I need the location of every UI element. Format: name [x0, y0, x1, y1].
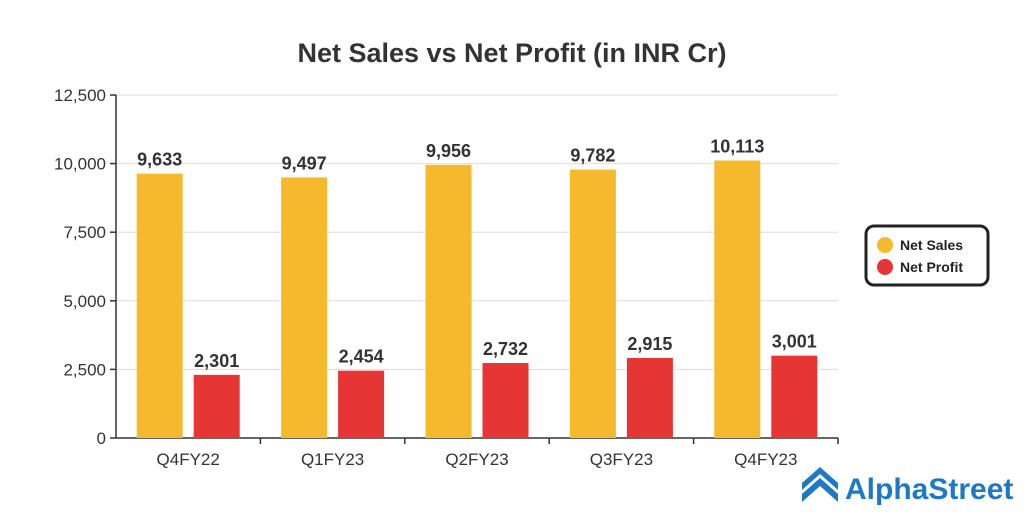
bar-net-profit — [771, 355, 818, 438]
y-tick-label: 7,500 — [63, 223, 106, 242]
bar-net-profit — [193, 374, 240, 438]
data-label-net-profit: 2,454 — [339, 347, 384, 367]
brand-name: AlphaStreet — [845, 473, 1013, 506]
legend-label-net-profit: Net Profit — [900, 259, 963, 275]
x-category-label: Q1FY23 — [301, 450, 364, 469]
legend: Net Sales Net Profit — [864, 224, 990, 287]
data-label-net-profit: 3,001 — [772, 332, 817, 352]
y-tick-label: 10,000 — [54, 155, 106, 174]
y-tick-label: 0 — [97, 429, 106, 448]
alphastreet-logo-icon — [802, 467, 838, 502]
data-label-net-profit: 2,915 — [627, 334, 672, 354]
x-category-label: Q4FY23 — [734, 450, 797, 469]
data-label-net-sales: 10,113 — [710, 136, 764, 156]
bar-net-sales — [425, 164, 472, 438]
bar-net-profit — [482, 363, 529, 438]
data-labels: 9,633 2,301 9,497 2,454 9,956 2,732 9,782 2,915… — [137, 136, 817, 370]
data-label-net-sales: 9,782 — [570, 146, 615, 166]
data-label-net-profit: 2,301 — [194, 351, 239, 371]
legend-swatch-net-profit — [877, 259, 893, 275]
legend-swatch-net-sales — [877, 237, 893, 253]
bar-net-sales — [569, 169, 616, 439]
y-tick-label: 12,500 — [54, 86, 106, 105]
legend-label-net-sales: Net Sales — [900, 237, 963, 253]
data-label-net-sales: 9,633 — [137, 150, 182, 170]
bar-net-sales — [714, 160, 761, 439]
legend-box — [864, 224, 990, 287]
x-category-label: Q2FY23 — [445, 450, 508, 469]
bar-net-profit — [338, 370, 385, 438]
bars — [136, 160, 818, 439]
y-tick-label: 5,000 — [63, 292, 106, 311]
data-label-net-profit: 2,732 — [483, 339, 528, 359]
y-tick-label: 2,500 — [63, 360, 106, 379]
x-category-label: Q4FY22 — [157, 450, 220, 469]
bar-net-sales — [281, 177, 328, 438]
x-category-label: Q3FY23 — [590, 450, 653, 469]
brand-logo: AlphaStreet — [802, 467, 1013, 506]
data-label-net-sales: 9,497 — [282, 153, 327, 173]
chart-title: Net Sales vs Net Profit (in INR Cr) — [297, 38, 726, 68]
data-label-net-sales: 9,956 — [426, 141, 471, 161]
bar-net-profit — [626, 358, 673, 438]
bar-net-sales — [136, 173, 183, 439]
